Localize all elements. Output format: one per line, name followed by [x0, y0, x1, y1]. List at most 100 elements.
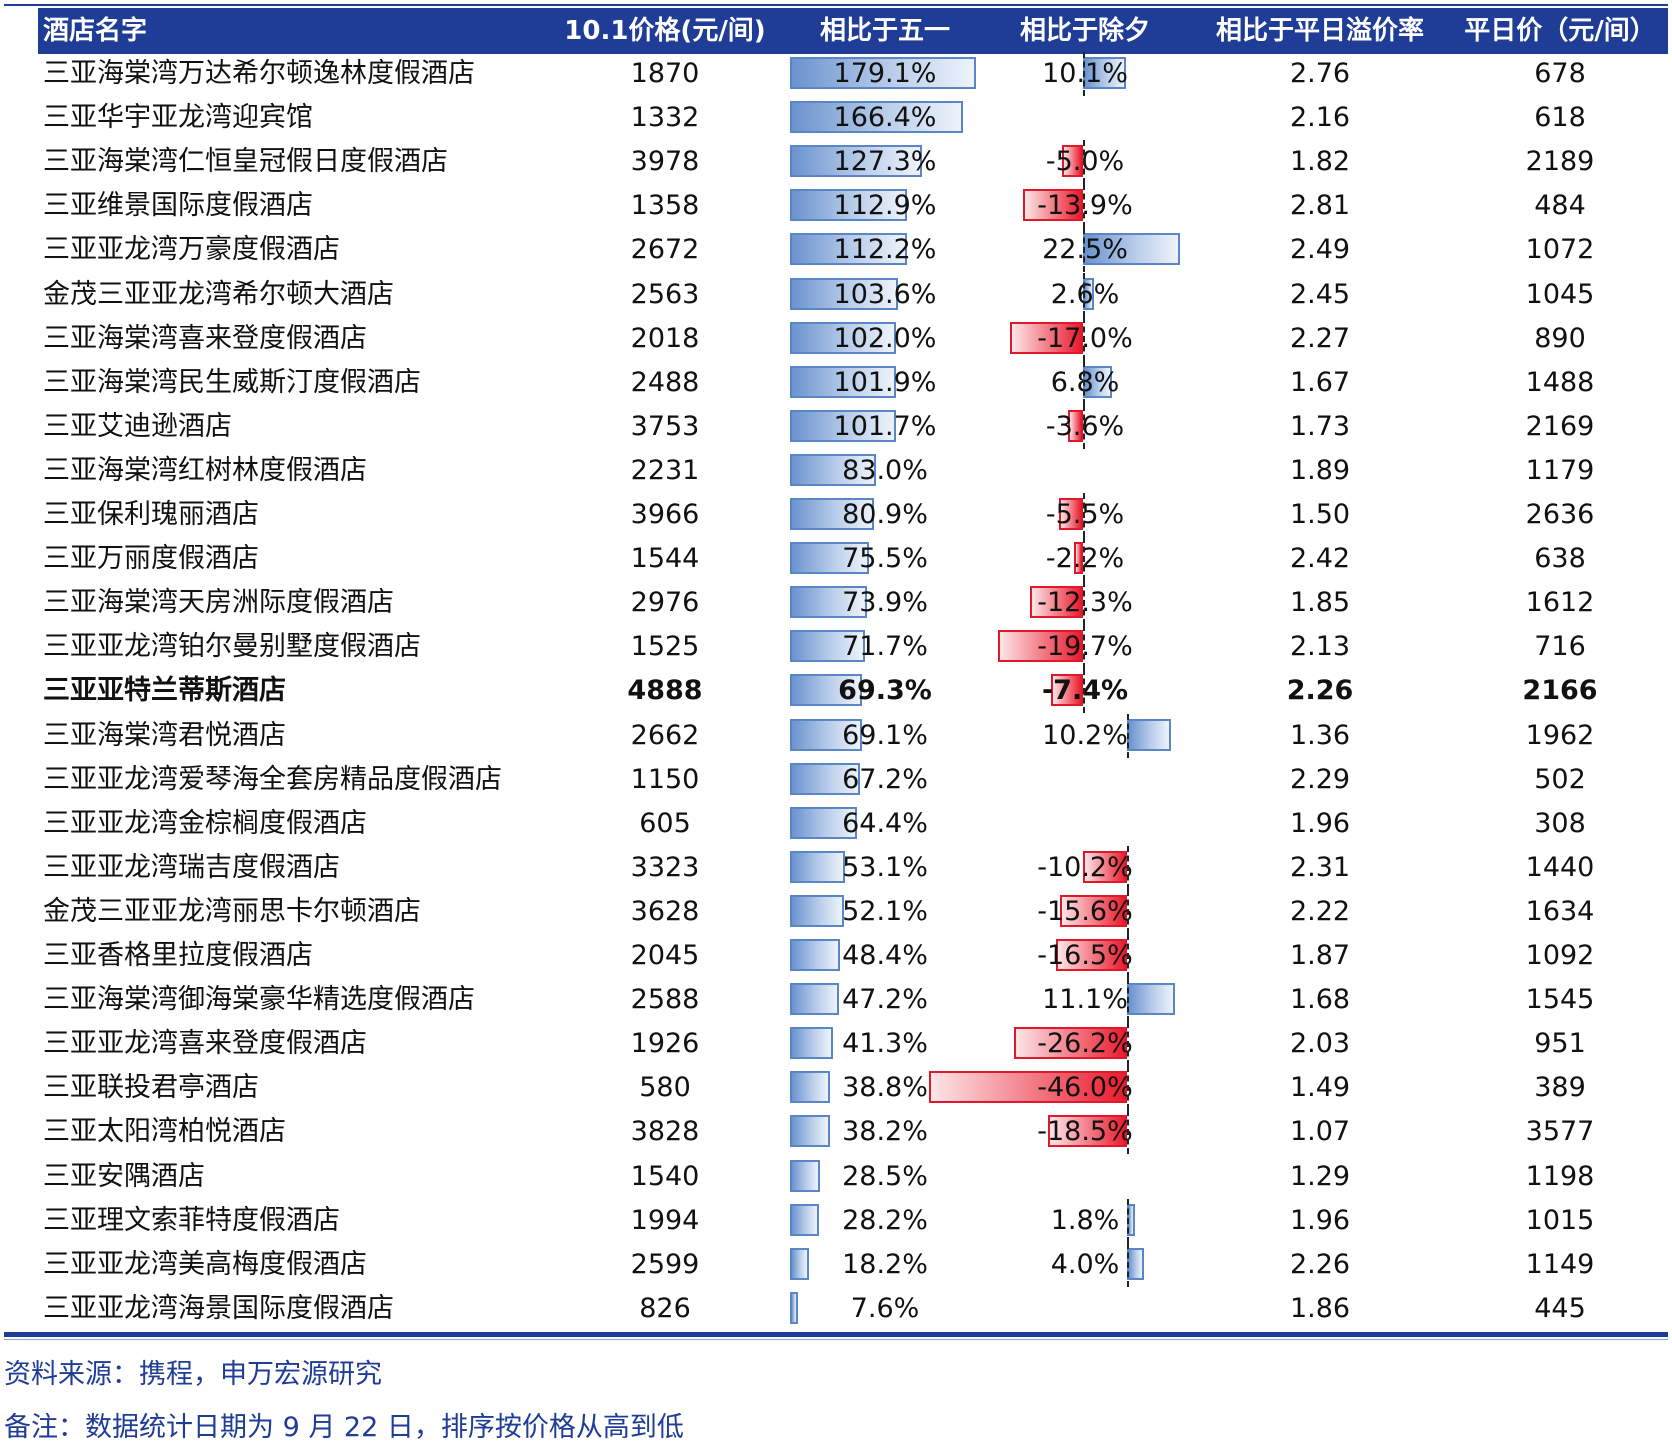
vs-may-bar: [790, 762, 860, 795]
table-row: 三亚海棠湾民生威斯汀度假酒店 2488 101.9% 6.8% 1.67 1488: [0, 360, 1672, 405]
vs-eve-axis: [1127, 978, 1129, 1023]
vs-may-bar: [790, 1071, 831, 1104]
vs-eve-bar: [1061, 145, 1083, 178]
price-cell: 3966: [630, 499, 700, 530]
premium-rate-cell: 2.26: [1286, 675, 1354, 707]
vs-may-bar: [790, 586, 867, 619]
vs-may-bar: [790, 409, 896, 442]
top-rule: [4, 4, 1668, 6]
weekday-price-cell: 484: [1534, 190, 1586, 222]
weekday-price-cell: 618: [1534, 102, 1586, 134]
vs-may-bar: [790, 850, 846, 883]
price-cell: 3628: [630, 895, 700, 927]
table-row: 三亚亚龙湾海景国际度假酒店 826 7.6% 1.86 445: [0, 1287, 1672, 1331]
table-row: 三亚亚特兰蒂斯酒店 4888 69.3% -7.4% 2.26 2166: [0, 669, 1672, 714]
table-row: 金茂三亚亚龙湾丽思卡尔顿酒店 3628 52.1% -15.6% 2.22 1634: [0, 889, 1672, 934]
vs-eve-axis: [1083, 625, 1085, 670]
vs-eve-bar: [1059, 894, 1127, 927]
weekday-price-cell: 1092: [1525, 940, 1595, 971]
vs-eve-cell: [985, 1155, 1185, 1199]
premium-rate-cell: 2.03: [1289, 1028, 1351, 1060]
price-cell: 1150: [630, 763, 700, 795]
price-cell: 2563: [630, 278, 700, 310]
premium-rate-cell: 1.82: [1289, 146, 1351, 178]
hotel-name: 三亚海棠湾红树林度假酒店: [43, 454, 367, 486]
table-row: 三亚海棠湾君悦酒店 2662 69.1% 10.2% 1.36 1962: [0, 713, 1672, 758]
hotel-name: 三亚海棠湾民生威斯汀度假酒店: [43, 366, 421, 398]
premium-rate-cell: 2.16: [1289, 102, 1351, 134]
vs-may-cell: 28.5%: [842, 1160, 928, 1192]
vs-eve-cell: -15.6%: [1037, 895, 1133, 927]
vs-eve-axis: [1127, 1066, 1129, 1111]
price-cell: 3978: [630, 146, 700, 178]
vs-may-bar: [790, 542, 869, 575]
table-row: 三亚万丽度假酒店 1544 75.5% -2.2% 2.42 638: [0, 537, 1672, 582]
hotel-name: 三亚太阳湾柏悦酒店: [43, 1116, 286, 1148]
bottom-rule: [4, 1332, 1668, 1337]
vs-may-cell: 80.9%: [842, 499, 928, 530]
hotel-name: 三亚亚龙湾瑞吉度假酒店: [43, 851, 340, 883]
vs-eve-axis: [1083, 140, 1085, 185]
hotel-name: 三亚亚特兰蒂斯酒店: [43, 675, 286, 707]
vs-may-bar: [790, 321, 897, 354]
vs-eve-bar: [1051, 674, 1083, 707]
hotel-name: 三亚艾迪逊酒店: [43, 410, 232, 442]
vs-eve-cell: -13.9%: [1037, 190, 1133, 222]
table-row: 三亚华宇亚龙湾迎宾馆 1332 166.4% 2.16 618: [0, 96, 1672, 140]
premium-rate-cell: 1.67: [1289, 366, 1351, 398]
hotel-name: 三亚海棠湾喜来登度假酒店: [43, 322, 367, 354]
vs-eve-cell: -12.3%: [1037, 587, 1133, 619]
table-row: 三亚亚龙湾金棕榈度假酒店 605 64.4% 1.96 308: [0, 802, 1672, 846]
price-cell: 2045: [630, 940, 700, 971]
premium-rate-cell: 1.07: [1289, 1116, 1351, 1148]
vs-eve-axis: [1083, 272, 1085, 317]
vs-eve-axis: [1083, 228, 1085, 273]
vs-may-bar: [790, 498, 875, 530]
premium-rate-cell: 1.73: [1289, 410, 1351, 442]
price-cell: 2018: [630, 322, 700, 354]
table-row: 三亚香格里拉度假酒店 2045 48.4% -16.5% 1.87 1092: [0, 934, 1672, 978]
vs-eve-axis: [1127, 1198, 1129, 1243]
vs-may-cell: 75.5%: [842, 543, 928, 575]
vs-eve-bar: [1030, 586, 1083, 619]
vs-may-cell: 38.8%: [842, 1072, 928, 1104]
hotel-name: 三亚保利瑰丽酒店: [43, 499, 259, 530]
vs-eve-axis: [1127, 889, 1129, 934]
vs-eve-bar: [998, 630, 1083, 663]
vs-eve-axis: [1127, 845, 1129, 890]
vs-may-bar: [790, 939, 841, 971]
vs-may-cell: 73.9%: [842, 587, 928, 619]
price-cell: 3828: [630, 1116, 700, 1148]
vs-eve-cell: 4.0%: [1050, 1248, 1120, 1280]
hotel-name: 三亚安隅酒店: [43, 1160, 205, 1192]
vs-may-cell: 127.3%: [833, 146, 937, 178]
hotel-name: 三亚亚龙湾喜来登度假酒店: [43, 1028, 367, 1060]
vs-may-cell: 53.1%: [842, 851, 928, 883]
hotel-name: 三亚华宇亚龙湾迎宾馆: [43, 102, 313, 134]
vs-eve-cell: -46.0%: [1037, 1072, 1133, 1104]
vs-eve-axis: [1083, 316, 1085, 361]
vs-eve-cell: 6.8%: [1050, 366, 1120, 398]
vs-eve-cell: -3.6%: [1045, 410, 1125, 442]
hotel-name: 三亚理文索菲特度假酒店: [43, 1204, 340, 1236]
table-row: 三亚海棠湾红树林度假酒店 2231 83.0% 1.89 1179: [0, 449, 1672, 493]
price-cell: 580: [639, 1072, 691, 1104]
price-cell: 2976: [630, 587, 700, 619]
weekday-price-cell: 1015: [1525, 1204, 1595, 1236]
vs-eve-cell: [985, 1287, 1185, 1331]
hotel-name: 三亚亚龙湾万豪度假酒店: [43, 234, 340, 266]
hotel-name: 三亚海棠湾仁恒皇冠假日度假酒店: [43, 146, 448, 178]
vs-eve-axis: [1083, 184, 1085, 229]
vs-may-bar: [790, 806, 857, 839]
table-row: 三亚海棠湾喜来登度假酒店 2018 102.0% -17.0% 2.27 890: [0, 316, 1672, 361]
weekday-price-cell: 1545: [1525, 984, 1595, 1016]
table-row: 三亚理文索菲特度假酒店 1994 28.2% 1.8% 1.96 1015: [0, 1198, 1672, 1243]
weekday-price-cell: 1440: [1525, 851, 1595, 883]
weekday-price-cell: 2166: [1522, 675, 1598, 707]
vs-eve-cell: -17.0%: [1037, 322, 1133, 354]
premium-rate-cell: 1.49: [1289, 1072, 1351, 1104]
price-cell: 1994: [630, 1204, 700, 1236]
table-row: 三亚艾迪逊酒店 3753 101.7% -3.6% 1.73 2169: [0, 404, 1672, 449]
vs-eve-cell: -19.7%: [1037, 631, 1133, 663]
price-cell: 1544: [630, 543, 700, 575]
